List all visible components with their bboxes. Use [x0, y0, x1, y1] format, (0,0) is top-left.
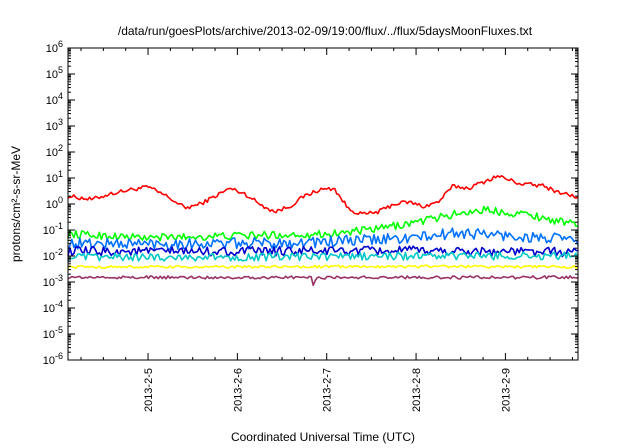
x-tick-label: 2013-2-6: [232, 368, 244, 412]
y-axis-label: protons/cm²-s-sr-MeV: [9, 146, 23, 262]
y-tick-label: 10-6: [43, 351, 63, 367]
y-tick-label: 102: [46, 143, 63, 159]
x-tick-label: 2013-2-9: [500, 368, 512, 412]
y-tick-label: 100: [46, 195, 63, 211]
x-tick-label: 2013-2-8: [411, 368, 423, 412]
series-line: [67, 227, 579, 250]
series-line: [67, 251, 579, 262]
series-line: [67, 264, 579, 270]
series-line: [67, 205, 579, 242]
y-tick-label: 101: [46, 169, 63, 185]
series-layer: [67, 175, 579, 287]
x-axis: 2013-2-5 2013-2-6 2013-2-7 2013-2-8 2013-2-9: [80, 48, 573, 412]
x-axis-label: Coordinated Universal Time (UTC): [231, 430, 415, 444]
x-tick-label: 2013-2-5: [143, 368, 155, 412]
plot-frame: [67, 47, 579, 361]
chart-title: /data/run/goesPlots/archive/2013-02-09/1…: [118, 24, 533, 38]
y-tick-label: 10-3: [43, 273, 63, 289]
y-tick-label: 105: [46, 65, 63, 81]
series-line: [67, 275, 579, 287]
y-tick-label: 10-4: [43, 299, 63, 315]
x-tick-label: 2013-2-7: [322, 368, 334, 412]
y-tick-label: 10-5: [43, 325, 63, 341]
y-tick-label: 104: [46, 91, 63, 107]
y-tick-label: 10-1: [43, 221, 63, 237]
y-tick-label: 106: [46, 39, 63, 55]
series-line: [67, 175, 579, 215]
y-axis: 10-6 10-5 10-4 10-3 10-2 10-1 100 101 102 103 104 1…: [43, 39, 578, 367]
y-tick-label: 103: [46, 117, 63, 133]
y-tick-label: 10-2: [43, 247, 63, 263]
